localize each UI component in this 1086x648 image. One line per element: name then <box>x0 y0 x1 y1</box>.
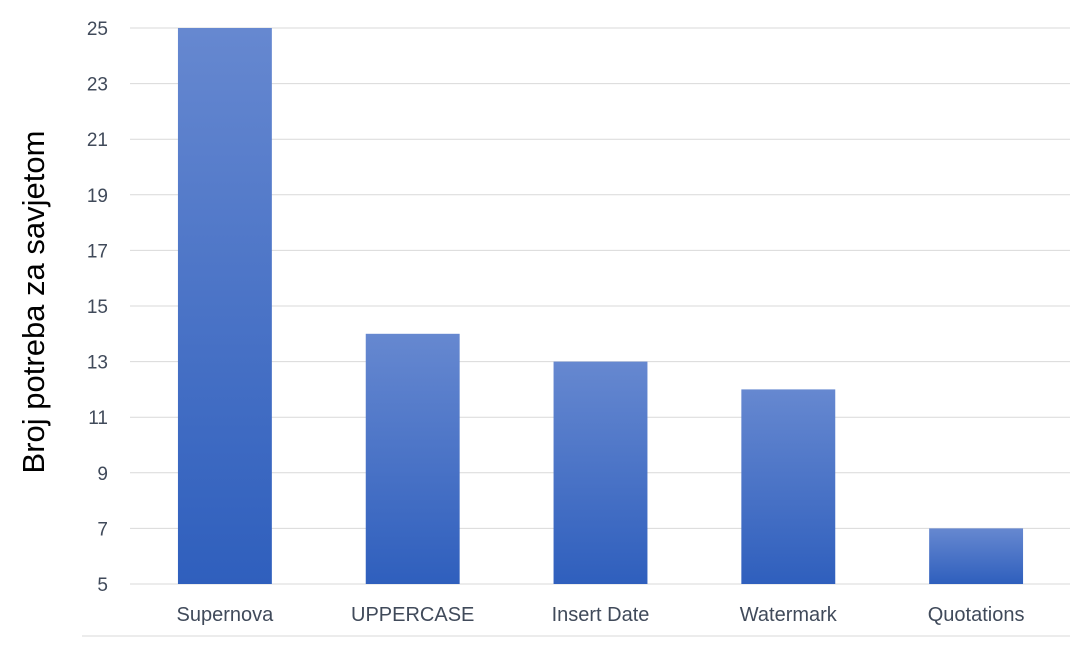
y-tick-label: 19 <box>87 186 108 207</box>
x-axis-categories: Supernova UPPERCASE Insert Date Watermark Qu… <box>177 604 1025 626</box>
y-tick-label: 11 <box>88 408 108 429</box>
bar-watermark <box>741 389 836 584</box>
y-tick-label: 15 <box>87 297 108 318</box>
y-tick-label: 13 <box>87 353 108 374</box>
bar-quotations <box>929 528 1024 584</box>
y-tick-label: 7 <box>97 519 108 540</box>
x-category-label: Insert Date <box>552 604 650 626</box>
y-tick-label: 9 <box>97 464 108 485</box>
bar-uppercase <box>365 333 460 584</box>
y-tick-label: 23 <box>87 75 108 96</box>
x-category-label: Watermark <box>740 604 838 626</box>
bar-supernova <box>177 28 272 584</box>
x-category-label: UPPERCASE <box>351 604 474 626</box>
y-tick-label: 5 <box>97 575 108 596</box>
y-tick-label: 17 <box>87 241 108 262</box>
bars <box>177 28 1024 584</box>
x-category-label: Supernova <box>177 604 275 626</box>
y-axis-title: Broj potreba za savjetom <box>16 131 51 474</box>
y-tick-label: 25 <box>87 19 108 40</box>
y-axis-ticks: 5 7 9 11 13 15 17 19 21 23 25 <box>87 19 108 596</box>
bar-insert-date <box>553 361 648 584</box>
y-tick-label: 21 <box>87 130 108 151</box>
x-category-label: Quotations <box>928 604 1025 626</box>
